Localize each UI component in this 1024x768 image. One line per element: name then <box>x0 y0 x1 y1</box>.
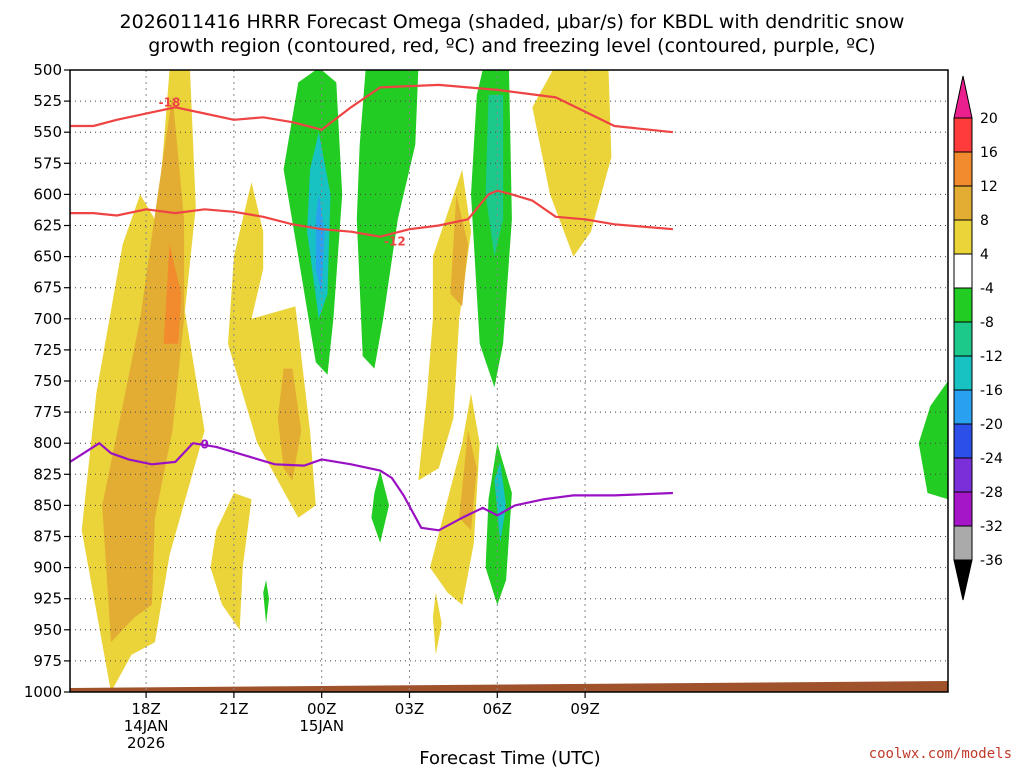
y-tick-label-625: 625 <box>33 217 62 235</box>
colorbar-swatch-2 <box>953 185 973 221</box>
y-tick-label-575: 575 <box>33 154 62 172</box>
omega-region-positive-8-05z <box>459 430 477 531</box>
colorbar-label-12: -32 <box>980 519 1003 535</box>
colorbar-swatch-5 <box>953 287 973 323</box>
omega-region-negative-02z <box>356 70 419 369</box>
colorbar-label-4: 4 <box>980 247 989 263</box>
omega-region-positive-8-mid <box>277 368 302 481</box>
chart-title-line1: 2026011416 HRRR Forecast Omega (shaded, … <box>120 11 905 33</box>
site-credit: coolwx.com/models <box>869 746 1012 762</box>
y-tick-label-550: 550 <box>33 123 62 141</box>
omega-region-negative-12-850 <box>494 461 507 543</box>
omega-region-positive-8-core <box>102 94 185 643</box>
contour-freezing-level <box>70 442 673 532</box>
colorbar-top-arrow <box>953 75 973 119</box>
y-tick-label-975: 975 <box>33 652 62 670</box>
pressure-axis: 500 525 550 575 600 625 650 675 700 725 750 775 800 8… <box>24 61 70 701</box>
x-tick-label-18Z: 18Z <box>131 700 160 718</box>
colorbar-swatch-12 <box>953 525 973 561</box>
y-tick-label-650: 650 <box>33 248 62 266</box>
y-tick-label-1000: 1000 <box>24 683 62 701</box>
omega-region-negative-925 <box>263 580 269 624</box>
x-tick-label-03Z: 03Z <box>395 700 424 718</box>
colorbar-swatch-1 <box>953 151 973 187</box>
chart-title-line2: growth region (contoured, red, ºC) and f… <box>148 35 875 57</box>
omega-region-negative-right <box>918 381 948 500</box>
y-tick-label-525: 525 <box>33 92 62 110</box>
colorbar-label-8: -16 <box>980 383 1003 399</box>
x-tick-label-09Z: 09Z <box>570 700 599 718</box>
colorbar-label-3: 8 <box>980 213 989 229</box>
omega-region-positive-low-21z <box>210 493 252 630</box>
x-tick-label-06Z: 06Z <box>483 700 512 718</box>
colorbar-bottom-arrow <box>953 559 973 601</box>
colorbar-swatch-7 <box>953 355 973 391</box>
terrain-strip <box>70 681 948 692</box>
colorbar-swatch-11 <box>953 491 973 527</box>
y-tick-label-875: 875 <box>33 528 62 546</box>
omega-region-positive-upper-right <box>532 70 612 257</box>
y-tick-label-950: 950 <box>33 621 62 639</box>
y-tick-label-825: 825 <box>33 465 62 483</box>
omega-region-positive-950 <box>432 592 442 655</box>
colorbar-swatch-10 <box>953 457 973 493</box>
colorbar-swatch-0 <box>953 117 973 153</box>
contour-label-dgz-top: -18 <box>159 95 181 109</box>
x-axis-label: Forecast Time (UTC) <box>419 748 600 768</box>
y-tick-label-925: 925 <box>33 590 62 608</box>
colorbar-label-0: 20 <box>980 111 998 127</box>
y-tick-label-900: 900 <box>33 559 62 577</box>
contour-dgz-top <box>70 83 674 134</box>
y-tick-label-500: 500 <box>33 61 62 79</box>
colorbar-swatch-6 <box>953 321 973 357</box>
y-tick-label-850: 850 <box>33 496 62 514</box>
omega-region-negative-16-00z <box>315 194 325 294</box>
colorbar-label-5: -4 <box>980 281 994 297</box>
contour-label-freezing-level: 0 <box>200 437 208 451</box>
omega-region-positive-12-core <box>163 244 182 344</box>
y-tick-label-750: 750 <box>33 372 62 390</box>
colorbar-label-11: -28 <box>980 485 1003 501</box>
colorbar-swatch-3 <box>953 219 973 255</box>
y-tick-label-800: 800 <box>33 434 62 452</box>
colorbar-label-10: -24 <box>980 451 1003 467</box>
colorbar-label-6: -8 <box>980 315 994 331</box>
colorbar-swatch-9 <box>953 423 973 459</box>
x-tick-year-18Z: 2026 <box>127 734 165 752</box>
x-tick-label-21Z: 21Z <box>219 700 248 718</box>
colorbar-label-7: -12 <box>980 349 1003 365</box>
y-tick-label-675: 675 <box>33 279 62 297</box>
x-tick-label-00Z: 00Z <box>307 700 336 718</box>
colorbar-label-2: 12 <box>980 179 998 195</box>
omega-region-positive-03z <box>418 169 471 481</box>
contour-dgz-bottom <box>70 189 673 238</box>
colorbar-label-13: -36 <box>980 553 1003 569</box>
omega-region-negative-850a <box>371 470 389 543</box>
colorbar-label-9: -20 <box>980 417 1003 433</box>
x-tick-date-18Z: 14JAN <box>124 717 169 735</box>
omega-region-negative-8-06z <box>485 94 504 257</box>
y-tick-label-775: 775 <box>33 403 62 421</box>
plot-area: -18 -12 0 <box>69 69 949 693</box>
y-tick-label-600: 600 <box>33 185 62 203</box>
omega-colorbar: 20 16 12 8 4 -4 -8 -12 -16 -20 -24 -28 -32 -36 <box>953 75 1003 601</box>
colorbar-swatch-4 <box>953 253 973 289</box>
y-tick-label-700: 700 <box>33 310 62 328</box>
x-tick-date-00Z: 15JAN <box>299 717 344 735</box>
colorbar-label-1: 16 <box>980 145 998 161</box>
colorbar-swatch-8 <box>953 389 973 425</box>
y-tick-label-725: 725 <box>33 341 62 359</box>
contour-label-dgz-bottom: -12 <box>384 235 406 249</box>
